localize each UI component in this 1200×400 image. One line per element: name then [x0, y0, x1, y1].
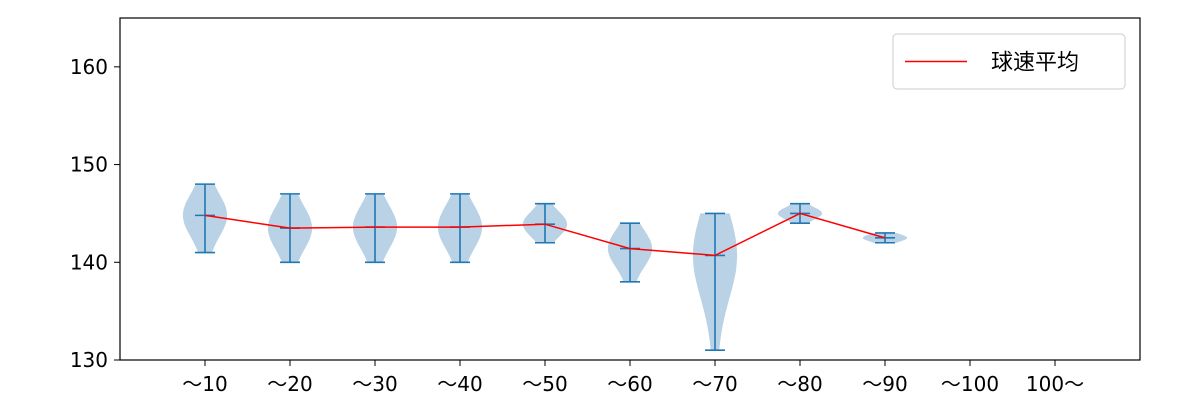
x-tick-label-8: ～90: [862, 372, 907, 396]
y-tick-label-160: 160: [70, 55, 108, 79]
y-tick-label-150: 150: [70, 153, 108, 177]
x-tick-label-10: 100～: [1026, 372, 1084, 396]
mean-series-line: [204, 212, 886, 257]
legend: 球速平均: [892, 33, 1126, 90]
x-tick-label-6: ～70: [692, 372, 737, 396]
y-tick-label-140: 140: [70, 250, 108, 274]
x-tick-label-0: ～10: [182, 372, 227, 396]
x-tick-label-5: ～60: [607, 372, 652, 396]
x-tick-label-4: ～50: [522, 372, 567, 396]
x-tick-label-7: ～80: [777, 372, 822, 396]
legend-box: [892, 33, 1126, 90]
legend-label-mean: 球速平均: [991, 51, 1079, 76]
mean-line-layer: [204, 212, 886, 257]
y-axis: 130 140 150 160: [70, 55, 120, 372]
x-tick-label-9: ～100: [941, 372, 999, 396]
y-tick-label-130: 130: [70, 348, 108, 372]
x-axis: ～10 ～20 ～30 ～40 ～50 ～60 ～70 ～80 ～90 ～100 100～: [182, 360, 1084, 396]
x-tick-label-2: ～30: [352, 372, 397, 396]
x-tick-label-3: ～40: [437, 372, 482, 396]
x-tick-label-1: ～20: [267, 372, 312, 396]
